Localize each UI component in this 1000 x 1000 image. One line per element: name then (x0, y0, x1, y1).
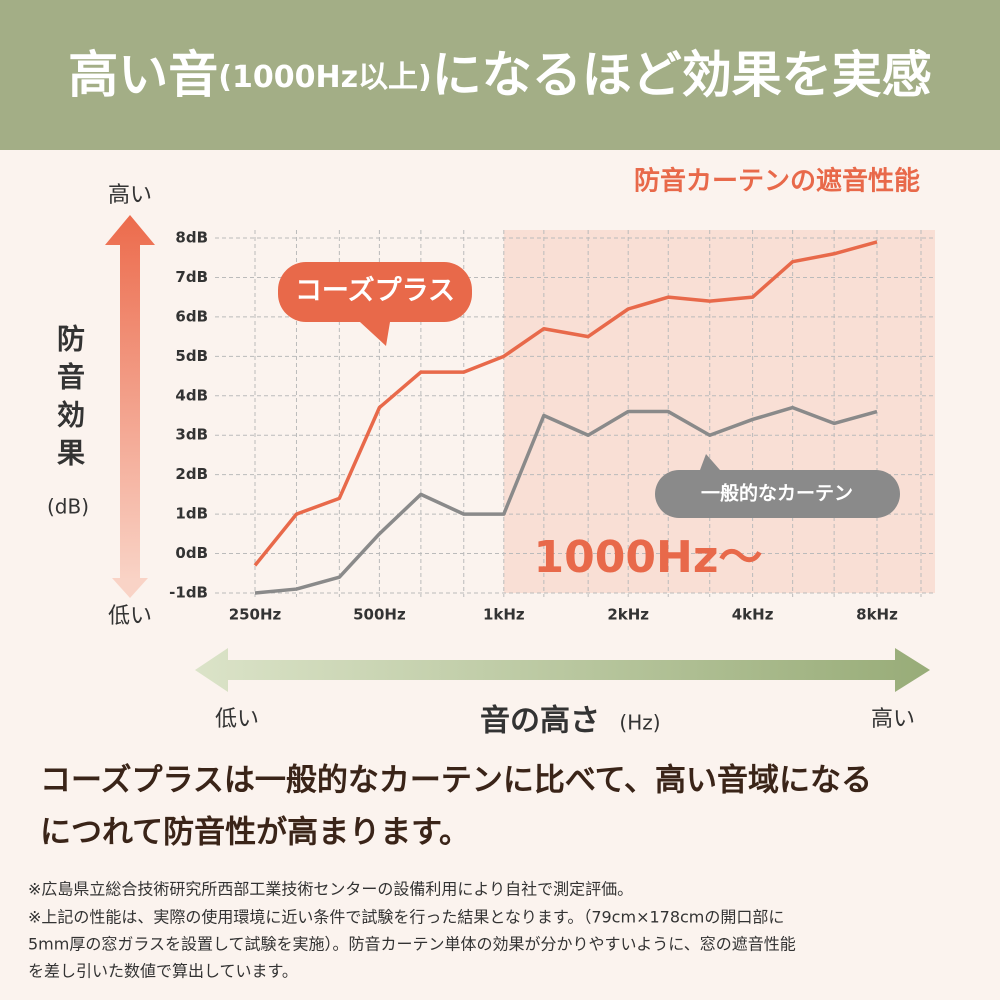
y-low: 低い (108, 604, 152, 629)
series-line (254, 405, 878, 595)
highlight-label: 1000Hz〜 (534, 532, 763, 583)
y-high: 高い (108, 183, 152, 208)
x-tick-label: 8kHz (856, 606, 898, 624)
y-tick-label: 8dB (175, 229, 208, 247)
legend-bubble (278, 262, 472, 346)
x-tick-label: 1kHz (483, 606, 525, 624)
y-tick-label: 5dB (175, 347, 208, 365)
description-line: コーズプラスは一般的なカーテンに比べて、高い音域になる (40, 763, 872, 799)
note-line: ※上記の性能は、実際の使用環境に近い条件で試験を行った結果となります。（79cm… (28, 908, 784, 927)
y-arrow-head (112, 578, 148, 598)
x-unit: (Hz) (619, 711, 660, 735)
x-tick-label: 2kHz (607, 606, 649, 624)
y-unit: (dB) (47, 495, 89, 519)
y-tick-label: 6dB (175, 307, 208, 325)
y-tick-label: 4dB (175, 386, 208, 404)
note-line: 5mm厚の窓ガラスを設置して試験を実施）。防音カーテン単体の効果が分かりやすいよ… (28, 935, 796, 954)
x-tick-label: 250Hz (229, 606, 282, 624)
title-part: 高い音 (68, 46, 218, 104)
x-tick-label: 4kHz (732, 606, 774, 624)
header-band (0, 0, 1000, 150)
legend-label: コーズプラス (295, 275, 455, 307)
y-tick-label: 7dB (175, 268, 208, 286)
plot: -1dB 0dB 1dB 2dB 3dB 4dB 5dB 6dB 7dB 8dB 250Hz 500H… (169, 229, 935, 624)
note-line: ※広島県立総合技術研究所西部工業技術センターの設備利用により自社で測定評価。 (28, 880, 633, 899)
x-tick-label: 500Hz (353, 606, 406, 624)
legend-label: 一般的なカーテン (701, 482, 853, 505)
x-arrow (195, 648, 930, 692)
x-low: 低い (215, 707, 259, 732)
highlight-region (503, 230, 935, 593)
y-tick-label: 2dB (175, 465, 208, 483)
series-line (253, 240, 878, 567)
chart-title: 防音カーテンの遮音性能 (634, 166, 920, 197)
y-tick-label: 1dB (175, 505, 208, 523)
y-tick-label: 3dB (175, 426, 208, 444)
legend-bubble (655, 454, 900, 518)
y-tick-label: 0dB (175, 544, 208, 562)
title-part: (1000Hz以上) (218, 60, 432, 95)
x-high: 高い (871, 707, 915, 732)
title-part: になるほど効果を実感 (432, 46, 932, 104)
y-tick-label: -1dB (169, 584, 208, 602)
x-label: 音の高さ (480, 704, 600, 739)
y-label: 防音効果 (53, 324, 86, 476)
note-line: を差し引いた数値で算出しています。 (28, 962, 298, 981)
description-line: につれて防音性が高まります。 (40, 815, 470, 851)
page-title: 高い音(1000Hz以上)になるほど効果を実感 (68, 46, 932, 104)
y-arrow (105, 215, 155, 580)
